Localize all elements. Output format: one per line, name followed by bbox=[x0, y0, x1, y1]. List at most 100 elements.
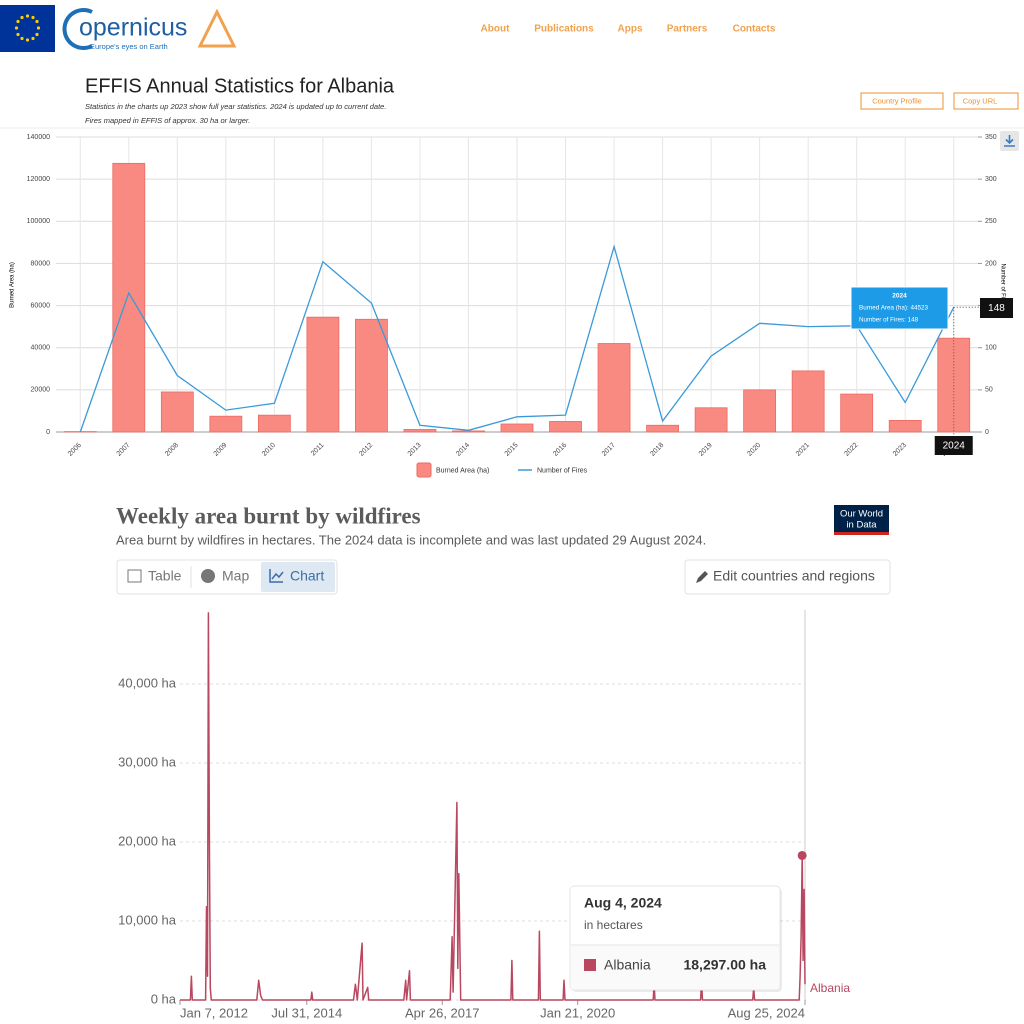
y-tick-label: 40,000 ha bbox=[118, 675, 177, 690]
x-tick-label: 2018 bbox=[649, 442, 665, 458]
x-tick-label: 2020 bbox=[746, 442, 762, 458]
line bbox=[180, 612, 806, 1001]
legend-swatch bbox=[416, 462, 432, 478]
y-tick-label: 60000 bbox=[31, 302, 51, 309]
active-tab bbox=[261, 562, 335, 592]
nav-link[interactable]: Publications bbox=[534, 24, 594, 35]
y-tick-label: 40000 bbox=[31, 345, 51, 352]
effis-chart: 0 20000 40000 60000 80000 100000 120000 140000 0… bbox=[10, 134, 1013, 478]
x-tick-label: 2023 bbox=[892, 442, 908, 458]
button-label[interactable]: Country Profile bbox=[872, 96, 922, 105]
edit-icon bbox=[696, 571, 708, 583]
edit-button-label[interactable]: Edit countries and regions bbox=[713, 568, 875, 584]
x-badge bbox=[934, 436, 973, 455]
y-tick-label: 100000 bbox=[27, 218, 50, 225]
button-label[interactable]: Copy URL bbox=[963, 96, 998, 105]
owid-title: Weekly area burnt by wildfires bbox=[116, 503, 421, 528]
bar bbox=[160, 391, 194, 433]
download-icon bbox=[1004, 135, 1015, 147]
x-tick-label: Jul 31, 2014 bbox=[271, 1005, 342, 1020]
y-tick-label: 20,000 ha bbox=[118, 833, 177, 848]
bar bbox=[500, 423, 534, 433]
tooltip-title: Aug 4, 2024 bbox=[584, 895, 662, 911]
y2-tick-label: 300 bbox=[985, 176, 997, 183]
tab[interactable]: Table bbox=[148, 568, 182, 584]
logo-c bbox=[62, 8, 93, 50]
bar bbox=[306, 316, 340, 433]
line bbox=[79, 244, 955, 433]
y-tick-label: 80000 bbox=[31, 260, 51, 267]
x-tick-label: 2015 bbox=[504, 442, 520, 458]
x-tick-label: 2014 bbox=[455, 442, 471, 458]
bar bbox=[937, 337, 971, 433]
y2-tick-label: 250 bbox=[985, 218, 997, 225]
nav-link[interactable]: Contacts bbox=[733, 24, 776, 35]
nav-link[interactable]: Apps bbox=[618, 24, 643, 35]
x-tick-label: 2012 bbox=[358, 442, 374, 458]
nav-link[interactable]: About bbox=[481, 24, 511, 35]
edit-button[interactable] bbox=[684, 559, 891, 595]
x-tick-label: 2010 bbox=[261, 442, 277, 458]
x-tick-label: 2009 bbox=[213, 442, 229, 458]
y-tick-label: 140000 bbox=[27, 134, 50, 141]
note: Statistics in the charts up 2023 show fu… bbox=[85, 102, 386, 111]
y-tick-label: 0 bbox=[46, 429, 50, 436]
copy-url-button[interactable] bbox=[953, 92, 1019, 110]
tooltip-footer bbox=[571, 945, 779, 989]
bar bbox=[452, 430, 485, 433]
tooltip-swatch bbox=[584, 959, 596, 971]
x-tick-label: 2006 bbox=[67, 442, 83, 458]
y2-tick-label: 350 bbox=[985, 134, 997, 141]
owid-logo-text: Our World bbox=[840, 509, 883, 520]
x-tick-label: 2013 bbox=[407, 442, 423, 458]
logo-icon bbox=[197, 8, 237, 48]
owid-subtitle: Area burnt by wildfires in hectares. The… bbox=[116, 532, 706, 547]
eu-flag bbox=[0, 5, 55, 52]
bar bbox=[694, 407, 728, 433]
note: Fires mapped in EFFIS of approx. 30 ha o… bbox=[85, 116, 250, 125]
owid-logo-text: in Data bbox=[846, 520, 877, 531]
bar bbox=[791, 370, 825, 433]
tab[interactable]: Chart bbox=[290, 568, 324, 584]
logo-tagline: Europe's eyes on Earth bbox=[90, 42, 168, 51]
tooltip-value: 18,297.00 ha bbox=[683, 957, 766, 973]
x-tick-label: 2007 bbox=[116, 442, 132, 458]
tab[interactable]: Map bbox=[222, 568, 249, 584]
bar bbox=[743, 389, 777, 433]
tooltip-line: Burned Area (ha): 44523 bbox=[859, 305, 928, 312]
y-tick-label: 0 ha bbox=[151, 991, 177, 1006]
x-tick-label: Apr 26, 2017 bbox=[405, 1005, 479, 1020]
x-tick-label: 2008 bbox=[164, 442, 180, 458]
y2-tick-label: 0 bbox=[985, 429, 989, 436]
owid-chart: 0 ha 10,000 ha 20,000 ha 30,000 ha 40,000 ha… bbox=[118, 612, 850, 1020]
highlight-point bbox=[797, 850, 807, 860]
effis-title: EFFIS Annual Statistics for Albania bbox=[85, 75, 395, 97]
x-tick-label: Jan 7, 2012 bbox=[180, 1005, 248, 1020]
legend-label[interactable]: Number of Fires bbox=[537, 467, 588, 474]
nav-link[interactable]: Partners bbox=[667, 24, 708, 35]
tooltip-title: 2024 bbox=[892, 293, 907, 300]
nav: About Publications Apps Partners Contacts bbox=[481, 24, 776, 35]
y-tick-label: 120000 bbox=[27, 176, 50, 183]
legend-label[interactable]: Burned Area (ha) bbox=[436, 467, 489, 474]
x-tick-label: 2016 bbox=[552, 442, 568, 458]
bar bbox=[355, 318, 388, 433]
bar bbox=[646, 424, 679, 433]
tooltip-unit: in hectares bbox=[584, 918, 643, 932]
bar bbox=[112, 162, 146, 433]
table-icon bbox=[127, 569, 142, 583]
y2-tick-label: 200 bbox=[985, 260, 997, 267]
bar bbox=[403, 429, 437, 433]
y2-badge bbox=[980, 298, 1013, 318]
country-profile-button[interactable] bbox=[860, 92, 944, 110]
eu-stars bbox=[14, 14, 41, 42]
x-tick-label: Jan 21, 2020 bbox=[540, 1005, 615, 1020]
owid-logo-bar bbox=[834, 532, 889, 535]
bar bbox=[840, 393, 874, 433]
logo: opernicus bbox=[79, 14, 187, 42]
y-axis-title: Burned Area (ha) bbox=[10, 262, 16, 308]
x-tick-label: 2011 bbox=[310, 442, 326, 458]
x-tick-label: Aug 25, 2024 bbox=[728, 1005, 805, 1020]
bar bbox=[209, 415, 243, 433]
